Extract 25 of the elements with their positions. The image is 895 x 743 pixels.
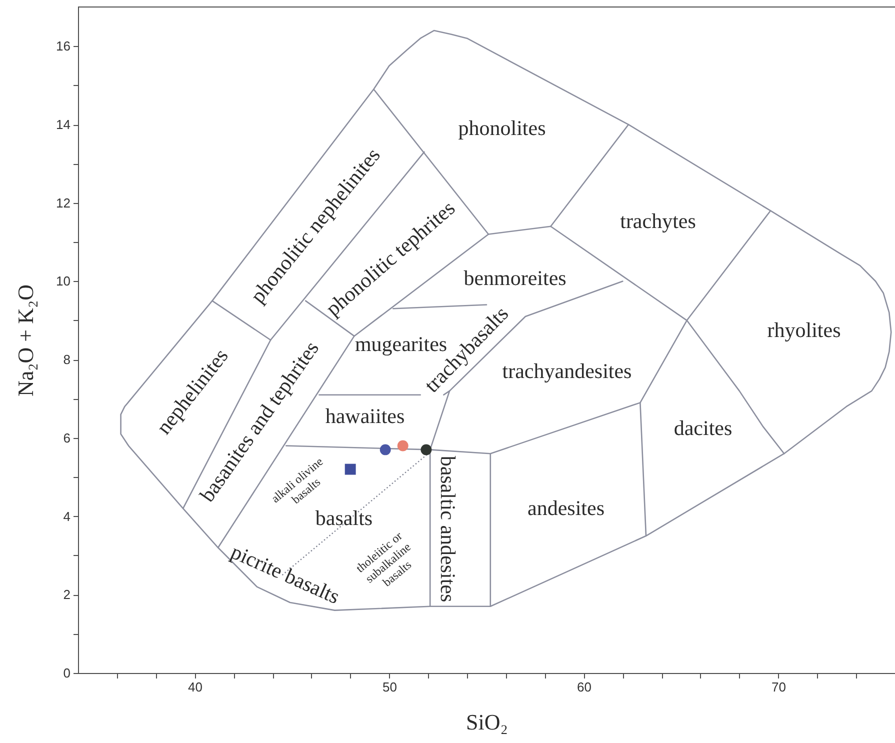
annotation: picrite basalts xyxy=(228,540,344,609)
annotation: basalts xyxy=(315,506,373,530)
annotation: trachytes xyxy=(620,209,696,233)
x-tick-label: 60 xyxy=(577,680,592,694)
y-tick-label: 10 xyxy=(56,274,70,289)
annotation: dacites xyxy=(674,416,732,440)
annotation: andesites xyxy=(528,496,604,520)
y-axis-title: Na₂O + K₂O xyxy=(13,284,38,397)
y-tick-label: 8 xyxy=(63,352,70,368)
annotation: rhyolites xyxy=(767,318,841,342)
y-tick-label: 6 xyxy=(63,430,70,446)
x-tick-label: 40 xyxy=(188,680,202,694)
x-axis-title: SiO₂ xyxy=(466,710,508,734)
y-tick-label: 4 xyxy=(63,508,70,524)
y-tick-label: 0 xyxy=(63,666,70,680)
x-tick-label: 70 xyxy=(772,680,786,694)
annotation: basaltic andesites xyxy=(436,456,460,602)
annotation: phonolites xyxy=(458,116,546,140)
x-tick-label: 50 xyxy=(382,680,397,694)
y-tick-label: 12 xyxy=(56,195,70,210)
y-tick-label: 14 xyxy=(56,117,70,132)
y-tick-label: 2 xyxy=(63,587,70,602)
y-tick-label: 16 xyxy=(56,38,70,54)
annotation: benmoreites xyxy=(464,266,566,290)
annotation: hawaiites xyxy=(325,404,405,428)
